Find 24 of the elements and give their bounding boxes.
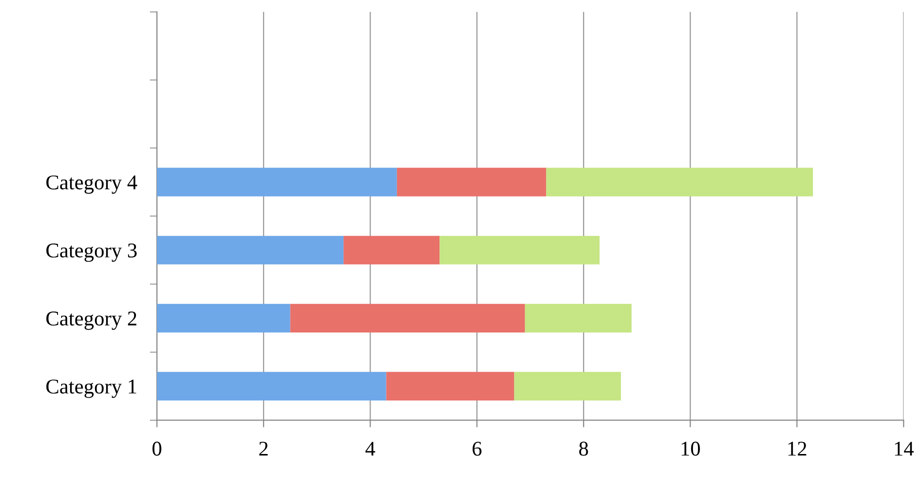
y-tick-label: Category 3 <box>46 244 137 262</box>
bar <box>156 372 386 400</box>
x-tick-label: 6 <box>472 442 482 456</box>
y-tick-label: Category 4 <box>46 175 138 194</box>
bar <box>156 168 397 196</box>
x-tick-label: 4 <box>365 442 376 456</box>
bar <box>396 168 546 196</box>
bar <box>524 304 632 332</box>
bar <box>344 236 440 264</box>
bar <box>290 304 525 332</box>
bar <box>386 372 514 400</box>
x-tick-label: 14 <box>895 442 914 456</box>
x-tick-label: 2 <box>259 442 268 456</box>
x-tick-label: 0 <box>152 442 162 456</box>
bar <box>440 236 600 264</box>
bar <box>156 304 290 332</box>
x-tick-label: 10 <box>682 442 700 456</box>
bar <box>546 168 813 196</box>
x-tick-label: 12 <box>788 442 806 456</box>
bar <box>156 236 344 264</box>
y-tick-label: Category 1 <box>46 380 136 398</box>
bar <box>514 372 621 400</box>
x-tick-label: 8 <box>579 442 588 456</box>
y-tick-label: Category 2 <box>46 312 136 330</box>
